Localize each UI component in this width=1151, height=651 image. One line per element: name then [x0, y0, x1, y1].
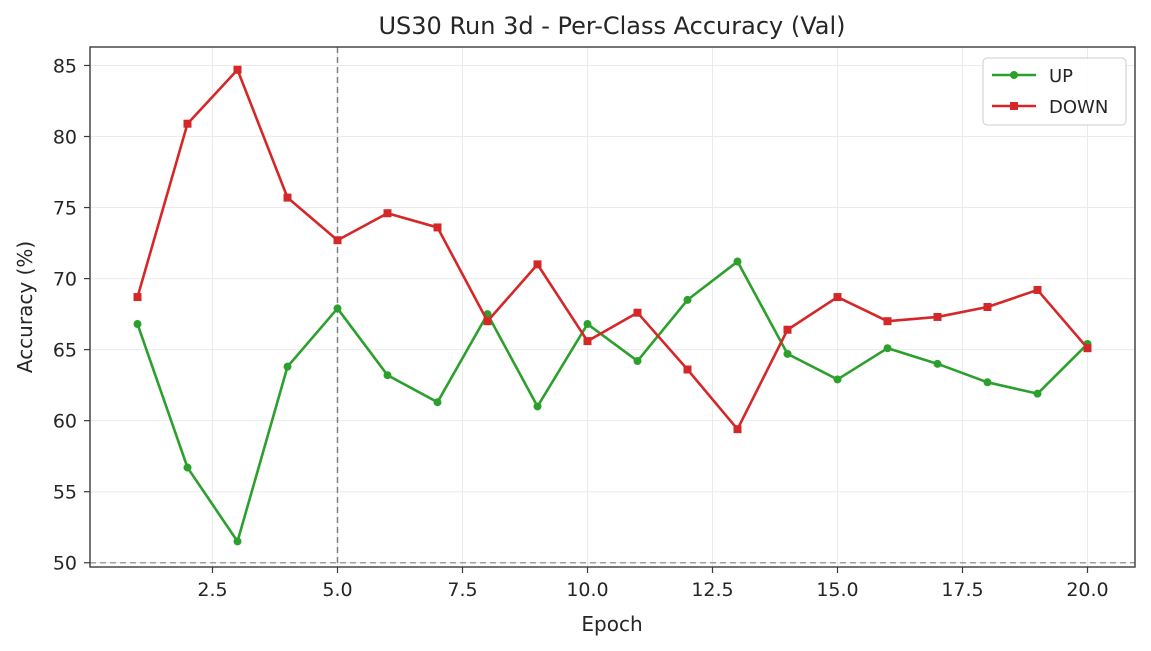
x-tick-label: 17.5: [941, 579, 983, 601]
data-point-down: [183, 119, 192, 128]
y-tick-label: 60: [53, 411, 77, 433]
y-axis-label: Accuracy (%): [13, 241, 37, 373]
data-point-down: [433, 223, 442, 232]
data-point-down: [583, 337, 592, 346]
legend-item-up: UP: [992, 66, 1073, 87]
data-point-down: [983, 303, 992, 311]
x-tick-label: 15.0: [816, 579, 858, 601]
data-point-up: [1033, 389, 1042, 398]
data-point-down: [133, 293, 142, 302]
legend-label: UP: [1049, 66, 1073, 87]
data-point-down: [383, 209, 392, 218]
data-point-down: [483, 317, 492, 326]
data-point-down: [783, 325, 792, 334]
grid-lines: [90, 47, 1135, 567]
x-tick-label: 12.5: [691, 579, 733, 601]
data-point-down: [633, 308, 642, 317]
x-tick-label: 5.0: [322, 579, 352, 601]
y-tick-label: 65: [53, 340, 77, 362]
x-tick-label: 2.5: [197, 579, 227, 601]
legend-marker: [1010, 102, 1018, 110]
x-tick-label: 7.5: [447, 579, 477, 601]
data-point-down: [1083, 344, 1092, 353]
data-point-down: [833, 293, 842, 302]
y-tick-label: 80: [53, 127, 77, 149]
data-point-up: [533, 402, 542, 411]
data-point-up: [233, 537, 242, 546]
data-point-up: [383, 371, 392, 380]
legend: UP DOWN: [982, 57, 1127, 126]
series-up: [133, 257, 1092, 546]
legend-item-down: DOWN: [992, 97, 1108, 118]
x-tick-label: 10.0: [566, 579, 608, 601]
y-tick-label: 70: [53, 269, 77, 291]
data-point-down: [883, 317, 892, 326]
data-point-down: [283, 193, 292, 202]
series-layer: [133, 65, 1092, 546]
data-point-up: [633, 356, 642, 365]
data-point-down: [733, 425, 742, 434]
data-point-down: [683, 365, 692, 374]
data-point-up: [283, 362, 292, 371]
data-point-up: [583, 320, 592, 329]
y-tick-label: 50: [53, 553, 77, 575]
series-line-down: [136, 68, 1089, 431]
data-point-up: [683, 295, 692, 304]
chart-title: US30 Run 3d - Per-Class Accuracy (Val): [378, 12, 845, 40]
x-axis-label: Epoch: [581, 612, 642, 636]
data-point-up: [783, 349, 792, 358]
data-point-up: [883, 344, 892, 353]
legend-label: DOWN: [1049, 97, 1108, 118]
data-point-down: [233, 65, 242, 74]
data-point-up: [933, 359, 942, 368]
x-tick-label: 20.0: [1066, 579, 1108, 601]
data-point-up: [833, 375, 842, 384]
y-tick-label: 55: [53, 482, 77, 504]
data-point-up: [433, 398, 442, 407]
data-point-down: [1033, 285, 1042, 294]
series-down: [133, 65, 1092, 434]
series-line-up: [136, 260, 1089, 543]
data-point-up: [733, 257, 742, 266]
y-tick-label: 85: [53, 55, 77, 77]
y-tick-label: 75: [53, 198, 77, 220]
data-point-down: [933, 312, 942, 321]
data-point-down: [533, 260, 542, 269]
y-axis-ticks: 50 55 60 65 70 75 80 85: [53, 55, 90, 575]
data-point-up: [333, 304, 342, 313]
data-point-up: [183, 463, 192, 472]
data-point-up: [983, 378, 992, 387]
x-axis-ticks: 2.5 5.0 7.5 10.0 12.5 15.0 17.5 20.0: [197, 567, 1109, 601]
data-point-up: [133, 320, 142, 329]
data-point-down: [333, 236, 342, 245]
plot-frame: [89, 46, 1136, 568]
legend-marker: [1010, 71, 1018, 79]
